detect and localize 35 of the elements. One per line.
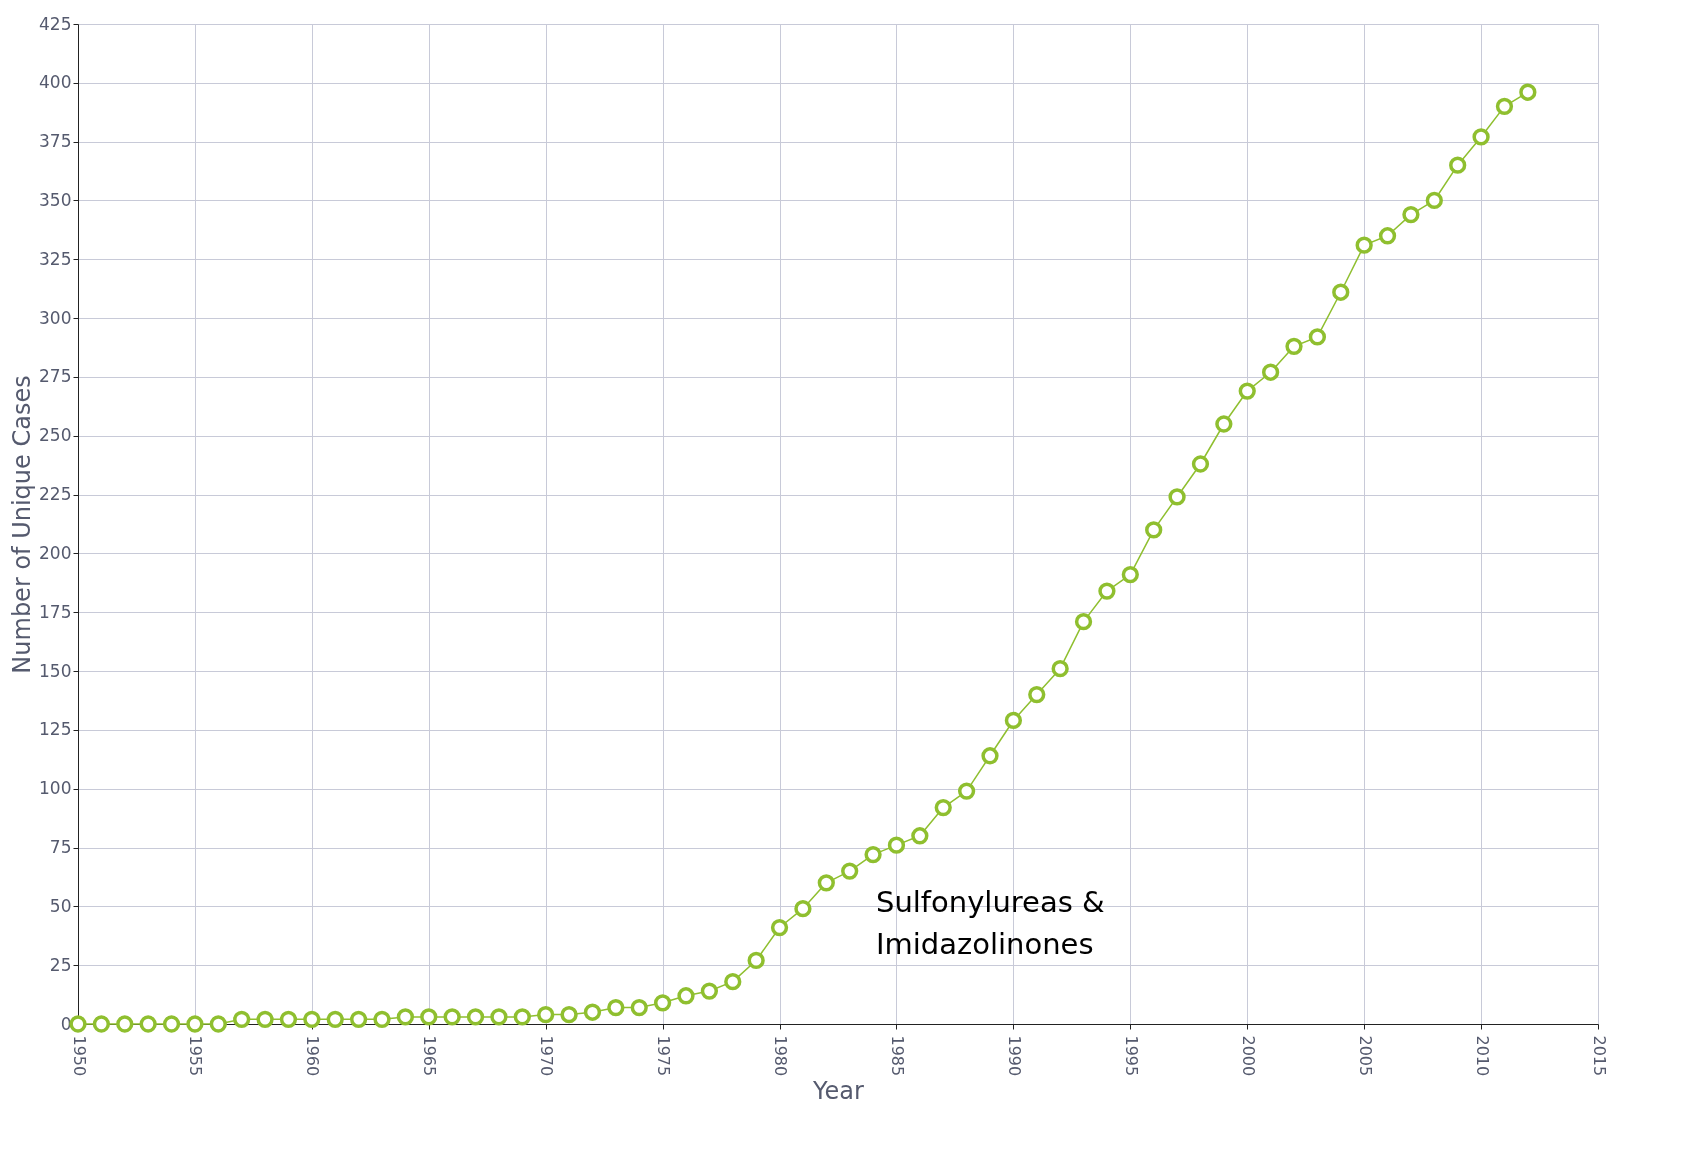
x-tick-label: 1965 [420,1035,440,1077]
y-tick-label: 350 [39,189,72,210]
y-tick-label: 50 [49,895,72,916]
x-tick-label: 1970 [537,1035,557,1077]
x-axis-title: Year [812,1077,865,1106]
y-tick-label: 425 [39,13,72,34]
y-tick-label: 0 [60,1013,72,1034]
y-tick-label: 325 [39,248,72,269]
x-tick-label: 1990 [1004,1035,1024,1077]
x-tick-label: 1995 [1121,1035,1141,1077]
x-tick-label: 1955 [186,1035,206,1077]
x-tick-label: 2000 [1238,1035,1258,1077]
x-tick-label: 1980 [771,1035,791,1077]
x-tick-label: 1960 [303,1035,323,1077]
x-tick-label: 2005 [1355,1035,1375,1077]
y-axis-title: Number of Unique Cases [8,375,37,674]
y-tick-label: 225 [39,484,72,505]
x-tick-label: 2010 [1472,1035,1492,1077]
y-tick-label: 25 [49,954,72,975]
x-tick-label: 1950 [69,1035,89,1077]
y-tick-label: 300 [39,307,72,328]
y-tick-label: 100 [39,778,72,799]
y-tick-label: 175 [39,601,72,622]
annotation: Sulfonylureas & Imidazolinones [876,885,1105,961]
x-tick-label: 2015 [1589,1035,1609,1077]
y-tick-label: 150 [39,660,72,681]
y-tick-label: 250 [39,425,72,446]
y-tick-label: 375 [39,131,72,152]
y-tick-label: 125 [39,719,72,740]
y-tick-label: 275 [39,366,72,387]
x-tick-label: 1975 [654,1035,674,1077]
x-tick-label: 1985 [887,1035,907,1077]
y-tick-label: 400 [39,72,72,93]
y-tick-label: 75 [49,837,72,858]
y-tick-label: 200 [39,542,72,563]
